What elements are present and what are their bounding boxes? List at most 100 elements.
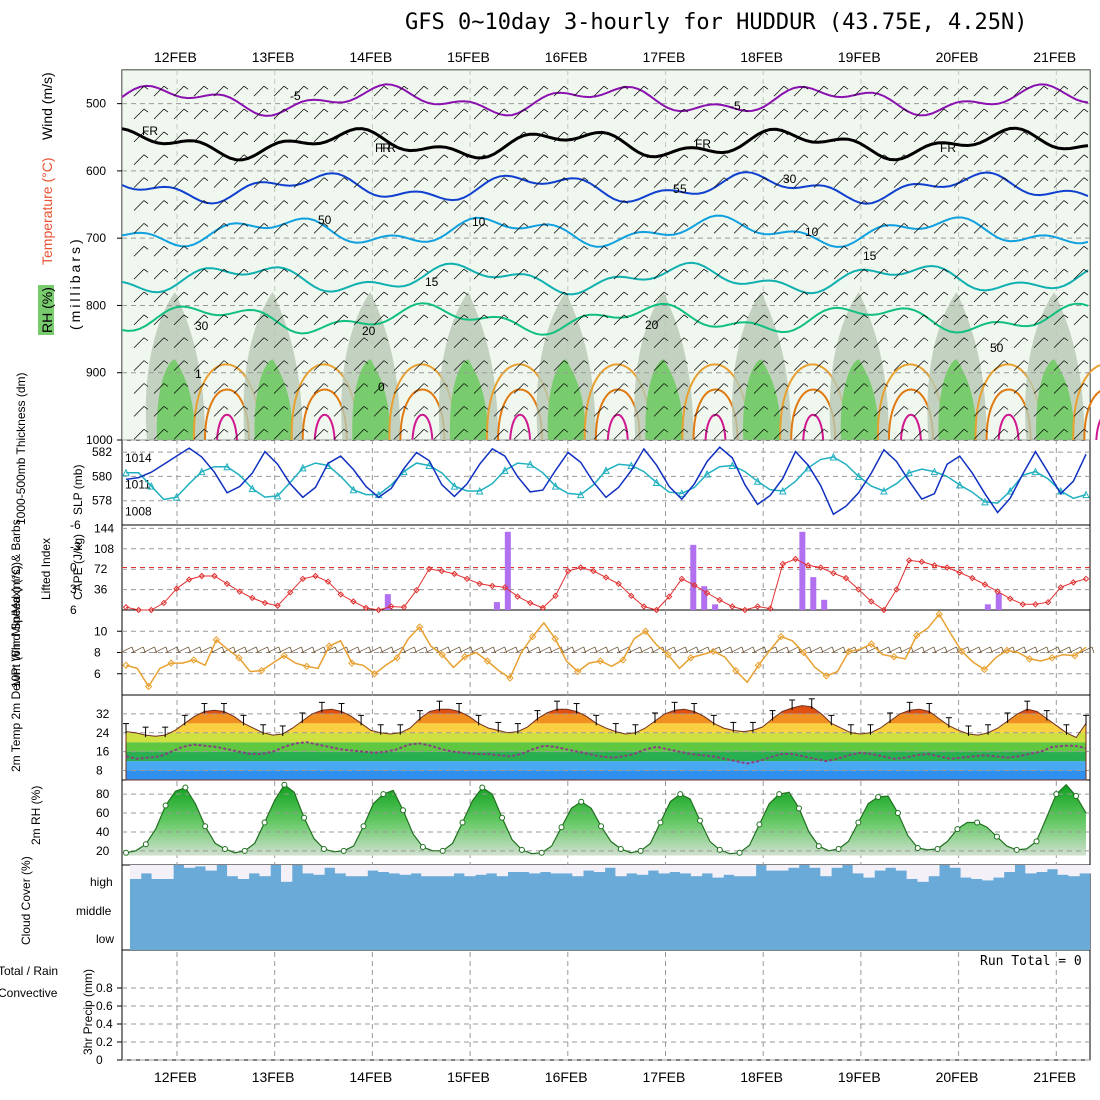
thickness-point [526, 460, 535, 468]
isotherm-label: 20 [362, 324, 376, 338]
wind-barb [353, 200, 365, 211]
wind-barb [623, 406, 629, 410]
wind-barb [803, 360, 809, 364]
wind-barb [933, 108, 945, 120]
temp-band [126, 713, 1086, 724]
wind-barb [893, 268, 905, 280]
wind-barb [393, 406, 405, 417]
wind-barb [923, 85, 929, 90]
wind-barb [933, 383, 945, 394]
wind-barb [783, 131, 789, 136]
wind-barb [683, 428, 689, 433]
wind-barb-10m [605, 646, 618, 654]
wind-barb [453, 85, 465, 97]
wind-barb [823, 268, 829, 273]
wind-barb [173, 246, 185, 257]
wind-barb [763, 428, 769, 433]
lifted-index-point [160, 599, 168, 607]
wind-barb [903, 108, 909, 113]
isotherm-line [121, 83, 1089, 117]
wind-barb [883, 154, 889, 159]
precip-tick-label: 0.2 [96, 1035, 113, 1049]
wind-barb [723, 406, 729, 410]
wind-barb [313, 337, 325, 349]
isotherm-25 [1072, 364, 1100, 441]
wind-barb [333, 246, 345, 257]
rh-point [281, 781, 288, 788]
wind-barb [393, 268, 405, 280]
wind-barb [973, 154, 985, 166]
lifted-index-point [905, 557, 913, 564]
wind-barb [1083, 154, 1089, 159]
wind-barb [1043, 108, 1049, 113]
wind-barb [283, 154, 289, 159]
rh-point [637, 847, 644, 854]
wind-barb [803, 428, 809, 433]
cloud-high-gap [1057, 865, 1069, 875]
wind-barb [283, 200, 289, 204]
wind-barb-10m [1034, 646, 1048, 654]
wind-barb [513, 360, 525, 371]
temp-band [126, 761, 1086, 771]
lifted-index-point [287, 589, 294, 596]
wind-barb [1053, 268, 1065, 280]
rh-patch-moist [938, 359, 977, 440]
wind-barb [973, 131, 985, 143]
wind-barb [293, 85, 305, 97]
wind-barb [413, 383, 425, 394]
wind-barb [1073, 291, 1085, 303]
wind-barb [203, 177, 209, 181]
wind-barb [883, 337, 889, 342]
wind-barb [1003, 246, 1009, 250]
wind-barb [183, 406, 189, 410]
wind-barb [433, 223, 445, 234]
wind-barb [343, 177, 349, 181]
wind-barb [693, 360, 705, 371]
wind-barb [853, 223, 865, 234]
wind-barb [443, 406, 449, 410]
wind-barb [713, 108, 725, 120]
wind-barb [183, 383, 189, 387]
wind-barb [853, 131, 865, 143]
wind-barb [413, 337, 425, 349]
wind-barb-10m [944, 646, 957, 654]
rh-point [974, 819, 981, 826]
wind-barb [383, 314, 389, 319]
wind-barb [863, 177, 869, 181]
wind-barb [1043, 85, 1049, 90]
wind-barb [213, 131, 225, 143]
wind-barb [993, 154, 1005, 166]
wind-barb [423, 223, 429, 227]
cloud-high-gap [1068, 865, 1080, 877]
wind-barb [193, 337, 205, 349]
cloud-high-gap [378, 865, 390, 872]
wind-barb [943, 85, 949, 90]
date-label-top: 15FEB [447, 49, 490, 65]
wind-barb [723, 268, 729, 273]
wind-barb [173, 268, 185, 280]
wind-barb [203, 85, 209, 90]
isotherm-label: 15 [863, 249, 877, 263]
wind-barb [613, 268, 625, 280]
isotherm-label: 5 [673, 182, 680, 196]
wind-barb [453, 200, 465, 211]
wind-barb-10m [752, 646, 765, 654]
wind-barb [153, 131, 165, 143]
wind-barb [803, 223, 809, 227]
wind-barb [723, 360, 729, 364]
wind10m-speed-point [325, 642, 334, 650]
cloud-high-gap [432, 865, 444, 877]
wind-barb [1043, 314, 1049, 319]
wind-barb [1043, 337, 1049, 342]
wind-barb [233, 223, 245, 234]
wind-barb [983, 428, 989, 433]
wind-barb [903, 177, 909, 181]
rh-patch-moist [352, 359, 391, 440]
wind-barb [793, 131, 805, 143]
wind-barb [923, 200, 929, 204]
date-label-top: 20FEB [936, 49, 979, 65]
wind-barb [913, 177, 925, 188]
wind-barb [603, 108, 609, 113]
wind-barb [923, 383, 929, 387]
cloud-high-gap [831, 865, 843, 868]
